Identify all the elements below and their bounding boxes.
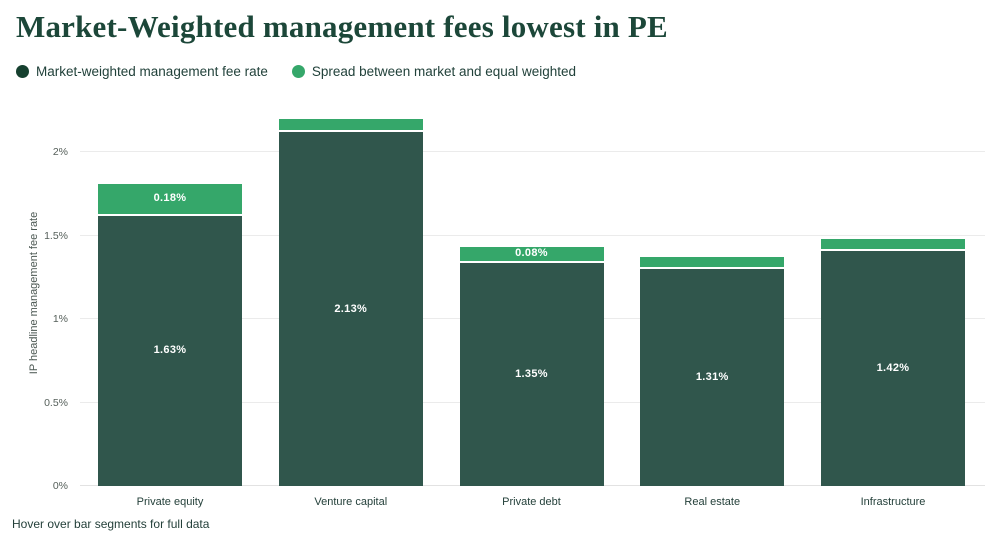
y-axis-tick-0.5%: 0.5%	[44, 396, 68, 409]
market-value-label: 1.35%	[515, 367, 548, 380]
legend-item-market-weighted[interactable]: Market-weighted management fee rate	[16, 64, 268, 79]
x-axis-label-venture-capital: Venture capital	[314, 496, 388, 508]
plot-area: 0% 0.5% 1% 1.5% 2% IP headline management fee…	[28, 100, 985, 508]
gridline-1.5%	[80, 234, 985, 236]
gridline-2%	[80, 151, 985, 152]
bars-row: 0.18% 1.63% Private equity 2.13% Venture cap…	[80, 100, 985, 508]
bar-segment-market[interactable]: 2.13%	[278, 130, 423, 486]
footer-note: Hover over bar segments for full data	[12, 517, 210, 531]
bar-real-estate: 1.31% Real estate	[640, 100, 785, 508]
x-axis-label-private-debt: Private debt	[502, 496, 561, 508]
bar-segment-spread[interactable]: 0.18%	[98, 183, 242, 214]
chart-title: Market-Weighted management fees lowest i…	[16, 9, 668, 44]
spread-value-label: 0.08%	[515, 247, 548, 260]
bar-segment-market[interactable]: 1.63%	[98, 213, 242, 486]
y-axis-tick-2%: 2%	[52, 146, 68, 158]
legend-label-market-weighted: Market-weighted management fee rate	[36, 64, 268, 79]
bar-segment-spread[interactable]	[278, 118, 423, 131]
bar-segment-spread[interactable]: 0.08%	[459, 247, 604, 261]
spread-value-label: 0.18%	[153, 192, 187, 205]
legend-dot-spread-icon	[291, 65, 305, 78]
y-axis-title: IP headline management fee rate	[28, 211, 40, 375]
bar-segment-market[interactable]: 1.31%	[640, 267, 785, 486]
bar-segment-market[interactable]: 1.35%	[459, 260, 604, 486]
bar-venture-capital: 2.13% Venture capital	[278, 100, 423, 508]
market-value-label: 2.13%	[334, 302, 368, 315]
x-axis-label-infrastructure: Infrastructure	[860, 496, 926, 508]
bar-infrastructure: 1.42% Infrastructure	[821, 100, 965, 508]
legend: Market-weighted management fee rate Spre…	[16, 64, 576, 79]
legend-dot-market-weighted-icon	[16, 65, 29, 78]
x-axis-label-private-equity: Private equity	[136, 496, 204, 508]
y-axis-tick-1%: 1%	[52, 313, 68, 325]
bar-private-equity: 0.18% 1.63% Private equity	[98, 100, 242, 508]
legend-label-spread: Spread between market and equal weighted	[311, 64, 577, 79]
market-value-label: 1.42%	[876, 361, 910, 374]
market-value-label: 1.31%	[695, 371, 729, 384]
legend-item-spread[interactable]: Spread between market and equal weighted	[291, 64, 577, 79]
y-axis-tick-1.5%: 1.5%	[44, 229, 68, 242]
x-axis-label-real-estate: Real estate	[684, 496, 741, 508]
bar-segment-spread[interactable]	[640, 257, 785, 268]
bar-segment-spread[interactable]	[821, 238, 965, 249]
market-value-label: 1.63%	[153, 344, 187, 357]
bar-private-debt: 0.08% 1.35% Private debt	[459, 100, 604, 508]
bar-segment-market[interactable]: 1.42%	[821, 248, 965, 486]
y-axis-tick-0%: 0%	[52, 480, 68, 492]
